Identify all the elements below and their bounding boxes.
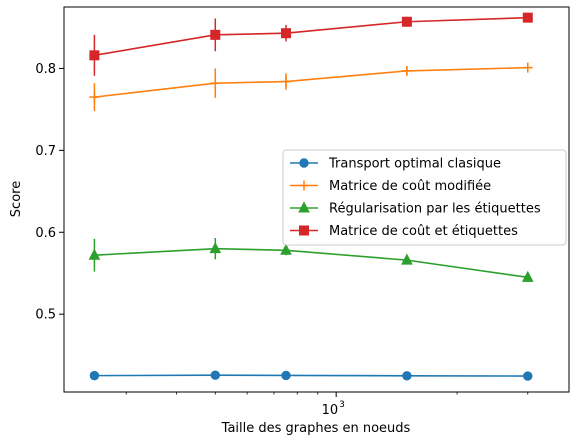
data-point: [89, 50, 100, 61]
series-line: [94, 16, 528, 57]
series-4: [89, 12, 533, 76]
data-point: [281, 76, 292, 87]
series-line: [94, 66, 528, 98]
data-point: [210, 370, 220, 380]
data-point: [523, 371, 533, 381]
series-3: [88, 238, 534, 282]
x-tick-label-exponent: 3: [339, 400, 345, 410]
series-2: [89, 62, 533, 112]
x-axis-label: Taille des graphes en noeuds: [221, 421, 411, 435]
data-point: [280, 243, 292, 255]
data-point: [89, 370, 100, 381]
data-point: [88, 248, 101, 260]
data-point: [210, 78, 221, 89]
legend-entries: Transport optimal clasique Matrice de coû…: [290, 157, 541, 239]
y-tick-label: 0.8: [35, 62, 56, 77]
legend-label: Matrice de coût modifiée: [329, 179, 491, 194]
data-point: [401, 253, 413, 265]
y-tick-label: 0.6: [35, 226, 56, 241]
legend-entry-2: Matrice de coût modifiée: [290, 179, 491, 194]
legend-marker: [299, 158, 309, 168]
data-point: [281, 28, 292, 39]
series-line: [94, 247, 528, 279]
data-point: [401, 16, 412, 27]
data-point: [521, 270, 534, 282]
data-point: [89, 92, 100, 103]
legend-label: Régularisation par les étiquettes: [329, 202, 541, 217]
series-line: [94, 374, 528, 377]
data-point: [209, 242, 222, 254]
series-layer: [88, 12, 534, 381]
legend-label: Matrice de coût et étiquettes: [329, 224, 518, 239]
y-tick-label: 0.5: [35, 308, 56, 323]
data-point: [210, 29, 221, 40]
legend-label: Transport optimal clasique: [328, 157, 501, 172]
plot-frame: [63, 6, 570, 393]
y-tick-label: 0.7: [35, 144, 56, 159]
data-point: [281, 370, 291, 381]
data-point: [402, 371, 412, 381]
x-tick-label-base: 10: [322, 403, 339, 418]
legend-marker: [299, 180, 309, 191]
legend-entry-4: Matrice de coût et étiquettes: [290, 224, 518, 239]
legend-marker: [299, 225, 309, 236]
axis-layer: 0.5 0.6 0.7 0.8 10 3: [35, 62, 529, 418]
legend-entry-3: Régularisation par les étiquettes: [290, 201, 541, 217]
legend-box: [282, 149, 567, 246]
legend-entry-1: Transport optimal clasique: [290, 157, 501, 172]
y-axis-label: Score: [9, 181, 24, 217]
series-1: [89, 370, 533, 381]
data-point: [522, 12, 533, 23]
legend: Transport optimal clasique Matrice de coû…: [282, 149, 567, 246]
legend-marker: [298, 201, 310, 213]
data-point: [401, 65, 412, 76]
data-point: [522, 62, 533, 73]
